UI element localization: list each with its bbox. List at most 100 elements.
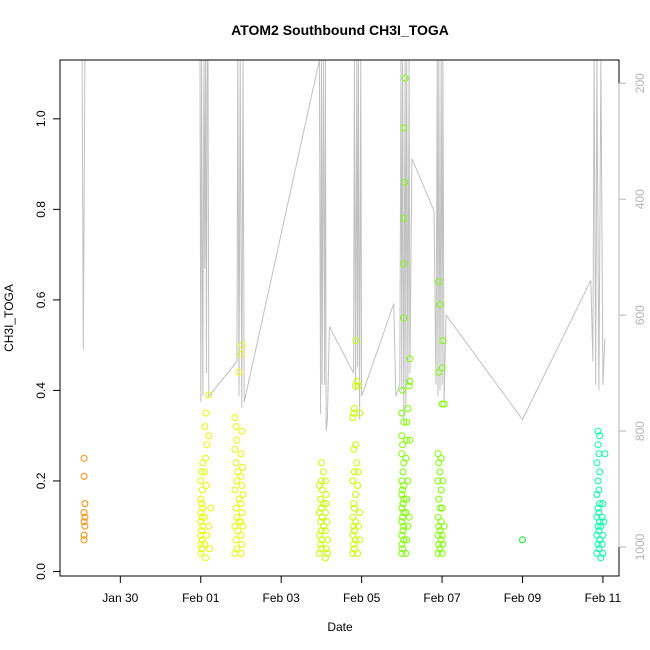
data-point [350, 504, 358, 512]
right-tick-label: 600 [633, 305, 647, 325]
data-point [404, 477, 412, 485]
data-point [231, 414, 239, 422]
data-point [352, 337, 360, 345]
data-point [198, 527, 206, 535]
data-point [205, 391, 213, 399]
x-tick-label: Feb 09 [504, 591, 542, 605]
data-point [81, 513, 89, 521]
x-tick-label: Feb 05 [343, 591, 381, 605]
data-point [207, 504, 215, 512]
data-point [595, 527, 603, 535]
data-point [398, 504, 406, 512]
data-point [400, 260, 408, 268]
data-point [323, 518, 331, 526]
data-point [594, 427, 602, 435]
data-point [400, 314, 408, 322]
data-point [197, 518, 205, 526]
data-point [595, 450, 603, 458]
data-point [238, 482, 246, 489]
x-axis-title: Date [327, 620, 353, 634]
data-point [349, 549, 357, 557]
data-point [237, 531, 245, 539]
data-point [233, 513, 241, 521]
data-point [434, 531, 442, 539]
right-tick-label: 800 [633, 421, 647, 441]
data-point [231, 445, 239, 453]
data-point [321, 527, 329, 535]
data-point [403, 418, 411, 426]
data-point [438, 504, 446, 512]
data-point [231, 486, 239, 494]
data-point [595, 509, 603, 517]
data-point [435, 495, 443, 503]
x-tick-label: Feb 11 [585, 591, 622, 605]
y-axis: 0.0 0.2 0.4 0.6 0.8 1.0 [34, 110, 61, 580]
data-point [239, 463, 247, 471]
data-point [202, 482, 210, 489]
data-point [198, 545, 206, 553]
data-point [238, 509, 246, 517]
data-point [401, 74, 409, 82]
data-point [201, 468, 209, 476]
y-tick-label: 0.4 [34, 382, 48, 399]
y-axis-title: CH3I_TOGA [2, 284, 16, 352]
data-point [231, 522, 239, 530]
data-point [595, 545, 603, 553]
data-point [406, 355, 414, 363]
data-point [434, 513, 442, 521]
data-point [321, 554, 329, 562]
data-point [237, 500, 245, 508]
data-point [235, 495, 243, 503]
data-point [438, 549, 446, 557]
data-point [599, 549, 607, 557]
data-point [594, 477, 602, 485]
data-point [203, 441, 211, 449]
data-point [406, 377, 414, 385]
data-point [434, 549, 442, 557]
data-point [235, 368, 243, 376]
data-point [349, 414, 357, 422]
data-point [321, 509, 329, 517]
altitude-profile-line [81, 59, 606, 432]
data-point [350, 468, 358, 476]
data-point [353, 459, 361, 467]
data-point [201, 540, 209, 548]
data-point [81, 500, 89, 508]
data-point [349, 513, 357, 521]
data-point [317, 495, 325, 503]
data-point [402, 454, 410, 462]
data-point [434, 477, 442, 485]
data-point [80, 536, 88, 544]
data-point [436, 468, 444, 476]
data-point [349, 531, 357, 539]
data-point [232, 459, 240, 467]
right-tick-label: 200 [633, 73, 647, 93]
data-point [199, 504, 207, 512]
data-point [400, 536, 408, 544]
data-point [198, 468, 206, 476]
data-point [439, 337, 447, 345]
plot-frame [59, 59, 620, 577]
data-point [593, 491, 601, 498]
data-point [232, 504, 240, 512]
data-point [400, 482, 408, 489]
data-point [323, 549, 331, 557]
data-point [406, 436, 414, 444]
y-tick-label: 0.2 [34, 472, 48, 489]
right-tick-label: 400 [633, 189, 647, 209]
data-point [317, 527, 325, 535]
data-point [322, 491, 330, 498]
data-point [400, 459, 408, 467]
data-point [317, 540, 325, 548]
x-tick-label: Jan 30 [102, 591, 138, 605]
data-point [232, 536, 240, 544]
data-point [315, 482, 323, 489]
data-point [434, 450, 442, 458]
chart-title: ATOM2 Southbound CH3I_TOGA [231, 22, 449, 38]
data-point [593, 459, 601, 467]
data-point [440, 400, 448, 408]
data-point [354, 382, 362, 390]
data-point [317, 477, 325, 485]
data-point [594, 540, 602, 548]
data-point [233, 477, 241, 485]
